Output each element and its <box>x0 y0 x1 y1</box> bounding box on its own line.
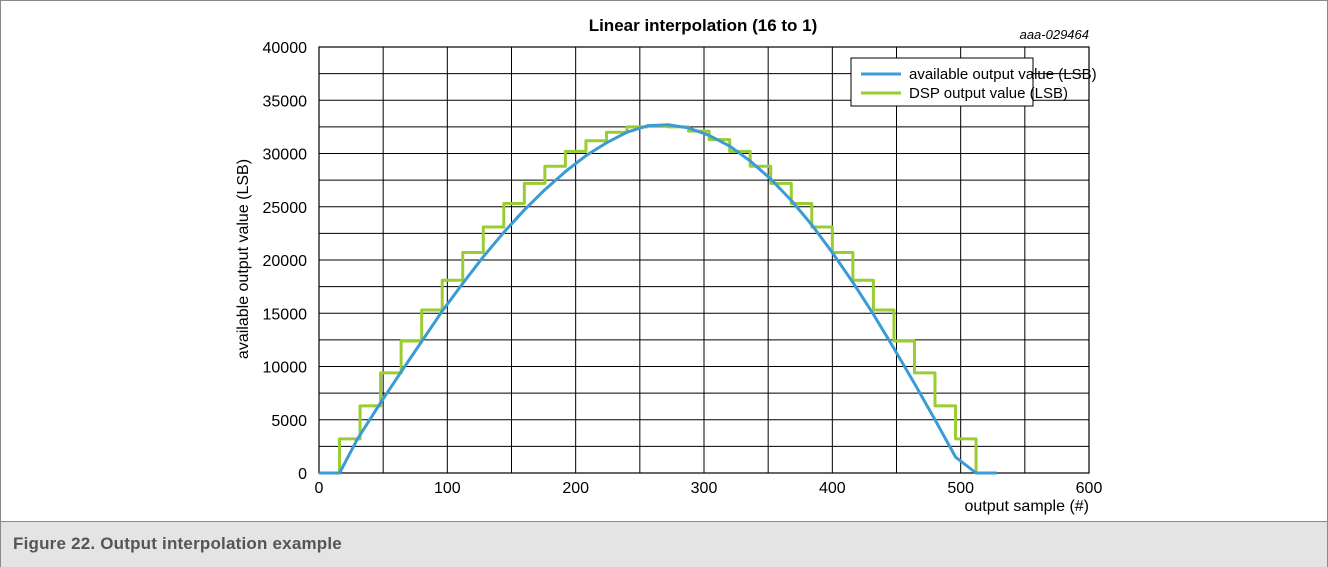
y-tick-label: 0 <box>298 466 307 483</box>
x-tick-label: 100 <box>434 480 461 497</box>
y-tick-label: 10000 <box>263 360 308 377</box>
y-tick-label: 15000 <box>263 306 308 323</box>
x-tick-label: 200 <box>562 480 589 497</box>
y-tick-label: 5000 <box>271 413 307 430</box>
series-layer <box>319 123 997 475</box>
y-tick-label: 35000 <box>263 93 308 110</box>
y-tick-label: 30000 <box>263 147 308 164</box>
caption-bar: Figure 22. Output interpolation example <box>1 521 1327 567</box>
x-tick-label: 600 <box>1076 480 1103 497</box>
series-line-dsp-output <box>319 124 997 475</box>
figure-reference: aaa-029464 <box>1020 27 1089 42</box>
x-tick-label: 300 <box>691 480 718 497</box>
y-tick-label: 25000 <box>263 200 308 217</box>
ticks-layer: 0 100 200 300 400 500 600 0 5000 10000 15000 20000 2… <box>263 40 1103 497</box>
x-tick-label: 400 <box>819 480 846 497</box>
legend-label-dsp: DSP output value (LSB) <box>909 85 1068 102</box>
series-line-available-output <box>319 123 997 475</box>
y-axis-title: available output value (LSB) <box>235 159 252 359</box>
chart-title: Linear interpolation (16 to 1) <box>589 16 818 35</box>
figure-caption: Figure 22. Output interpolation example <box>13 534 342 553</box>
plot-area-border <box>318 46 1090 474</box>
x-tick-label: 0 <box>315 480 324 497</box>
x-tick-label: 500 <box>947 480 974 497</box>
legend-label-available: available output value (LSB) <box>909 66 1097 83</box>
legend-box <box>850 57 1034 107</box>
legend: available output value (LSB) DSP output … <box>850 57 1097 107</box>
grid <box>318 46 1090 474</box>
x-axis-title: output sample (#) <box>964 498 1089 515</box>
y-tick-label: 20000 <box>263 253 308 270</box>
chart: 0 100 200 300 400 500 600 0 5000 10000 15000 20000 2… <box>235 16 1103 515</box>
y-tick-label: 40000 <box>263 40 308 57</box>
